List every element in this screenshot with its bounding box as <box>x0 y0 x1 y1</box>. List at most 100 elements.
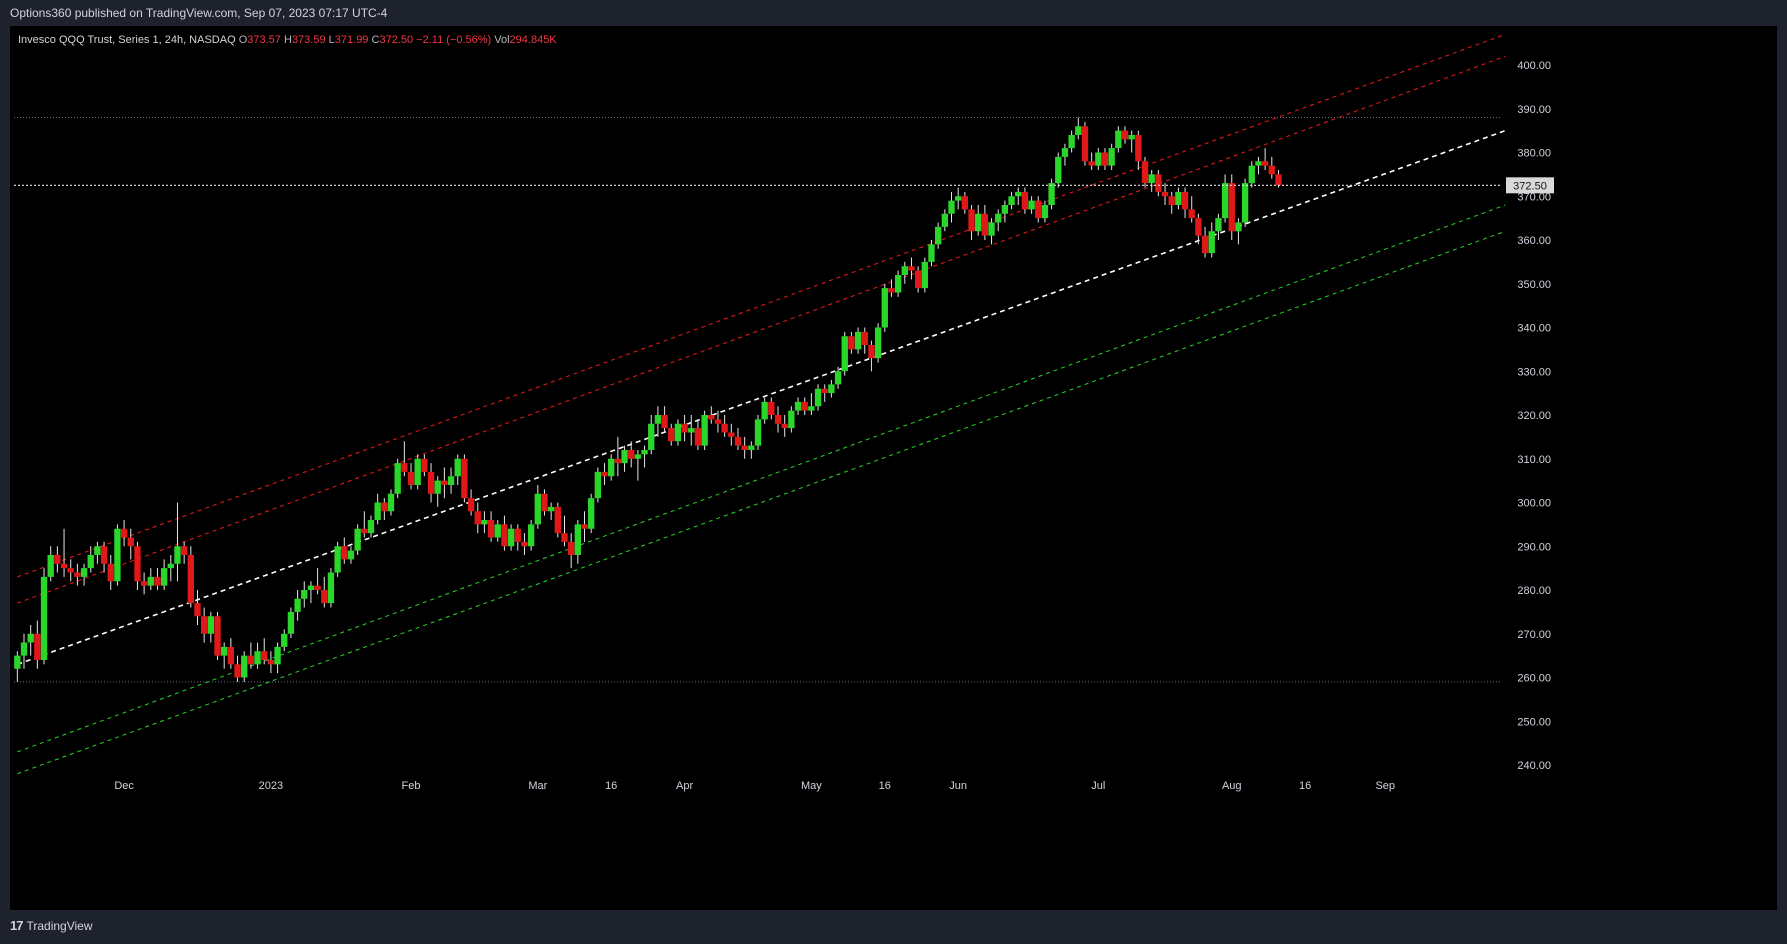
candle-body <box>427 471 435 494</box>
candle-body <box>421 458 428 472</box>
candle-body <box>1208 231 1215 254</box>
candle-body <box>147 576 154 586</box>
candle-body <box>1055 156 1062 184</box>
candle-body <box>374 502 381 520</box>
y-tick-label: 300.00 <box>1517 498 1551 510</box>
change-value: −2.11 (−0.56%) <box>416 34 492 46</box>
candle-body <box>40 576 48 660</box>
candle-body <box>494 524 501 538</box>
candle-body <box>1275 174 1282 186</box>
candle-body <box>521 541 528 547</box>
candle-body <box>1008 196 1015 205</box>
candle-body <box>1001 205 1009 214</box>
candle-body <box>261 651 268 660</box>
volume-label: Vol <box>494 34 510 46</box>
candle-body <box>694 428 702 446</box>
x-tick-label: 16 <box>605 780 617 792</box>
candle-body <box>794 401 802 411</box>
candle-body <box>774 415 782 424</box>
candle-body <box>527 524 535 547</box>
candle-body <box>447 476 455 485</box>
tradingview-logo-icon: 17 <box>10 918 24 933</box>
candle-body <box>574 524 582 555</box>
candle-body <box>854 331 862 350</box>
candle-body <box>227 646 235 665</box>
y-tick-label: 340.00 <box>1517 323 1551 335</box>
candle-body <box>14 655 21 669</box>
x-tick-label: 2023 <box>259 780 283 792</box>
candle-body <box>1115 130 1122 149</box>
candle-body <box>821 388 828 394</box>
candle-body <box>394 463 401 494</box>
candle-body <box>968 209 975 232</box>
footer-brand[interactable]: 17 TradingView <box>10 918 93 933</box>
candle-body <box>54 555 61 564</box>
candle-body <box>1048 183 1055 205</box>
candle-body <box>708 415 715 420</box>
candle-body <box>614 458 622 464</box>
candle-body <box>194 603 201 617</box>
candle-body <box>361 528 368 534</box>
candle-body <box>901 266 908 275</box>
candle-body <box>661 415 668 429</box>
candle-body <box>1195 218 1202 236</box>
candle-body <box>741 445 748 450</box>
candle-body <box>301 590 308 599</box>
chart-frame[interactable]: 240.00 250.00 260.00 270.00 280.00 290.00 300.… <box>10 26 1777 910</box>
candle-body <box>207 616 215 634</box>
candle-body <box>814 388 822 407</box>
candle-body <box>467 498 475 512</box>
candle-body <box>961 196 969 210</box>
y-tick-label: 290.00 <box>1517 541 1551 553</box>
candle-body <box>27 633 34 643</box>
candle-body <box>1248 165 1255 184</box>
brand-name: TradingView <box>26 918 93 933</box>
channel-line-white <box>17 129 1506 666</box>
candle-body <box>894 275 902 293</box>
y-tick-label: 280.00 <box>1517 585 1551 597</box>
candle-body <box>848 336 855 350</box>
candle-body <box>167 563 174 569</box>
time-axis: Dec 2023 Feb Mar 16 Apr May 16 Jun Jul Aug 16 Sep <box>114 780 1395 792</box>
candle-body <box>608 458 615 477</box>
candle-body <box>60 563 68 569</box>
ohlc-legend: Invesco QQQ Trust, Series 1, 24h, NASDAQ… <box>18 34 557 46</box>
candle-body <box>754 419 762 446</box>
candle-body <box>681 423 688 433</box>
candle-body <box>1081 126 1089 162</box>
candle-body <box>254 651 261 665</box>
candle-body <box>834 371 842 385</box>
candle-body <box>441 480 448 485</box>
candle-body <box>641 450 648 455</box>
candle-body <box>507 528 515 547</box>
high-value: 373.59 <box>291 34 326 46</box>
candle-body <box>634 454 642 459</box>
candles-layer <box>14 117 1282 682</box>
candle-body <box>501 524 508 547</box>
candle-body <box>861 331 868 345</box>
x-tick-label: Dec <box>114 780 134 792</box>
candle-body <box>1161 191 1169 197</box>
price-axis: 240.00 250.00 260.00 270.00 280.00 290.00 300.… <box>1517 60 1551 772</box>
candle-body <box>1175 191 1182 205</box>
candle-body <box>1201 235 1209 254</box>
candle-body <box>768 401 775 415</box>
candle-body <box>341 546 348 560</box>
candle-body <box>734 436 742 446</box>
x-tick-label: Sep <box>1375 780 1395 792</box>
candle-body <box>241 655 248 678</box>
close-label: C <box>371 34 380 46</box>
candle-body <box>1041 205 1049 219</box>
candle-body <box>1148 174 1155 184</box>
y-tick-label: 310.00 <box>1517 454 1551 466</box>
candle-body <box>354 528 361 551</box>
candle-body <box>1221 183 1229 219</box>
candle-body <box>154 576 161 586</box>
y-tick-label: 400.00 <box>1517 60 1551 72</box>
candle-body <box>247 655 255 665</box>
x-tick-label: Jun <box>949 780 967 792</box>
candle-body <box>1088 161 1095 166</box>
candle-body <box>588 498 595 529</box>
x-tick-label: 16 <box>879 780 891 792</box>
price-chart[interactable]: 240.00 250.00 260.00 270.00 280.00 290.00 300.… <box>10 26 1777 910</box>
